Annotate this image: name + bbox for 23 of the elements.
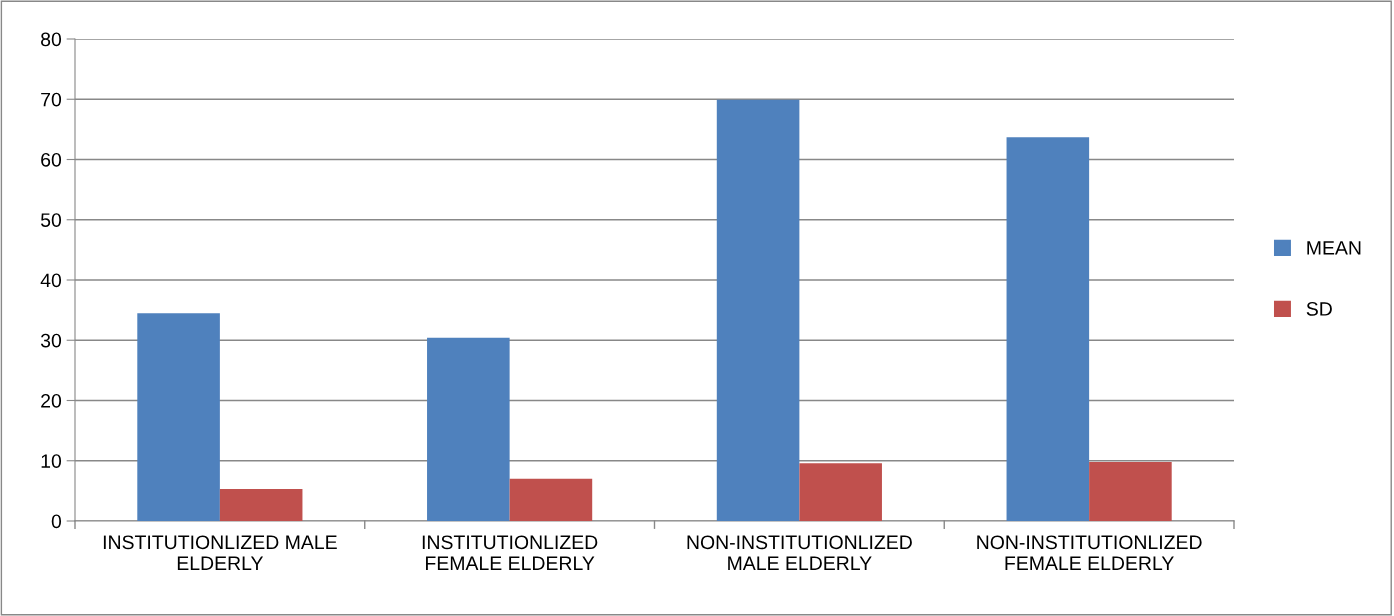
bar	[799, 463, 882, 521]
y-tick-label: 40	[40, 273, 62, 288]
y-tick-label: 50	[40, 213, 62, 227]
y-tick-label: 20	[41, 393, 62, 408]
y-tick-label: 0	[51, 514, 62, 529]
bar	[1006, 137, 1090, 521]
x-tick-label: INSTITUTIONLIZED FEMALE ELDERLY	[422, 535, 598, 570]
y-tick-label: 30	[40, 333, 62, 348]
bar	[137, 313, 220, 521]
bar	[716, 99, 800, 521]
bar	[1089, 461, 1172, 521]
y-tick-label: 70	[41, 92, 62, 107]
bar	[509, 478, 593, 521]
y-tick-label: 10	[41, 454, 62, 468]
bar	[219, 489, 303, 521]
x-tick-label: INSTITUTIONLIZED MALE ELDERLY	[103, 535, 337, 570]
x-tick-label: NON-INSTITUTIONLIZED FEMALE ELDERLY	[977, 535, 1202, 570]
bar	[427, 337, 510, 521]
y-tick-label: 60	[41, 152, 62, 167]
legend-label: SD	[1306, 302, 1332, 316]
x-tick-label: NON-INSTITUTIONLIZED MALE ELDERLY	[687, 535, 912, 570]
legend-label: MEAN	[1307, 241, 1361, 255]
y-tick-label: 80	[41, 32, 62, 47]
